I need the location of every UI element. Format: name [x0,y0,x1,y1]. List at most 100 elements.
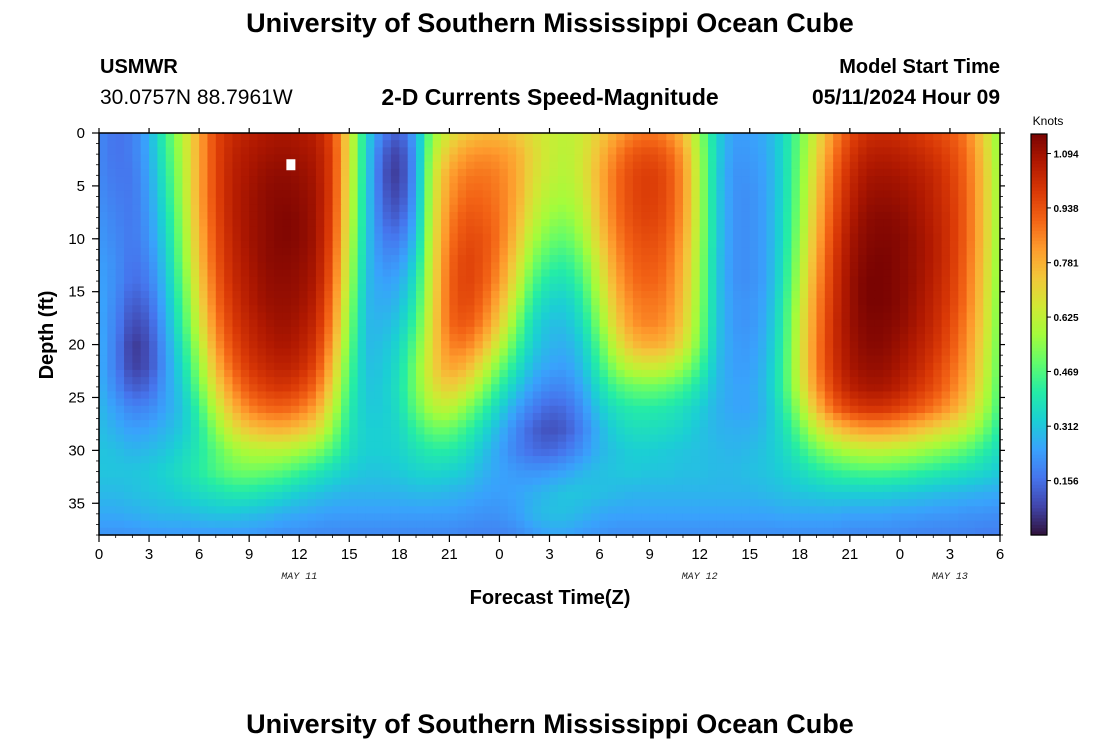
heatmap-cell [582,161,592,170]
heatmap-cell [132,168,142,177]
heatmap-cell [833,154,843,163]
heatmap-cell [799,405,809,414]
heatmap-cell [340,312,350,321]
heatmap-cell [124,190,133,199]
heatmap-cell [933,190,943,199]
heatmap-cell [182,255,192,263]
heatmap-cell [883,283,893,292]
heatmap-cell [507,240,517,249]
heatmap-cell [733,204,742,213]
heatmap-cell [449,283,459,292]
heatmap-cell [991,412,1001,421]
heatmap-cell [424,398,434,407]
heatmap-cell [691,312,701,321]
heatmap-cell [224,290,234,299]
heatmap-cell [416,326,425,335]
heatmap-cell [232,211,242,220]
heatmap-cell [624,197,634,206]
heatmap-cell [165,147,175,156]
heatmap-cell [758,405,767,414]
heatmap-cell [816,412,826,421]
heatmap-cell [632,262,642,270]
heatmap-cell [340,405,350,414]
heatmap-cell [691,412,701,421]
heatmap-cell [432,190,442,199]
heatmap-cell [282,441,292,450]
heatmap-cell [441,348,450,357]
heatmap-cell [140,255,150,263]
heatmap-cell [557,161,567,170]
heatmap-cell [115,290,125,299]
heatmap-cell [99,355,108,364]
heatmap-cell [324,255,334,263]
heatmap-cell [616,334,626,342]
heatmap-cell [833,384,843,393]
heatmap-cell [516,219,526,227]
heatmap-cell [582,391,592,400]
heatmap-cell [466,355,476,364]
heatmap-cell [741,269,751,278]
heatmap-cell [157,305,167,314]
heatmap-cell [257,247,267,256]
heatmap-cell [457,269,467,278]
heatmap-cell [874,312,884,321]
heatmap-cell [566,233,576,242]
heatmap-cell [232,276,242,285]
heatmap-cell [574,147,584,156]
heatmap-cell [365,211,375,220]
heatmap-cell [399,204,409,213]
heatmap-cell [441,190,450,199]
heatmap-cell [632,348,642,357]
heatmap-cell [324,190,334,199]
heatmap-cell [716,204,726,213]
heatmap-cell [165,133,175,141]
heatmap-cell [883,312,893,321]
heatmap-cell [816,204,826,213]
heatmap-cell [457,348,467,357]
heatmap-cell [566,211,576,220]
heatmap-cell [641,197,651,206]
heatmap-cell [607,319,617,328]
heatmap-cell [624,276,634,285]
heatmap-cell [699,355,709,364]
heatmap-cell [682,176,692,184]
heatmap-cell [724,133,734,141]
heatmap-cell [966,412,976,421]
heatmap-cell [132,319,142,328]
heatmap-cell [591,183,601,192]
heatmap-cell [491,298,501,306]
heatmap-cell [974,326,984,335]
heatmap-cell [282,305,292,314]
heatmap-cell [774,334,784,342]
heatmap-cell [741,147,751,156]
heatmap-cell [691,190,701,199]
heatmap-cell [115,183,125,192]
heatmap-cell [649,240,659,249]
heatmap-cell [424,147,434,156]
heatmap-cell [749,434,759,443]
heatmap-cell [824,197,834,206]
heatmap-cell [883,176,893,184]
heatmap-cell [591,262,601,270]
heatmap-cell [99,312,108,321]
heatmap-cell [424,240,434,249]
heatmap-cell [265,204,275,213]
heatmap-cell [349,290,359,299]
heatmap-cell [457,240,467,249]
heatmap-cell [257,140,267,148]
heatmap-cell [858,448,868,457]
heatmap-cell [507,197,517,206]
heatmap-cell [682,190,692,199]
heatmap-cell [482,204,492,213]
heatmap-cell [891,298,901,306]
heatmap-cell [132,305,142,314]
heatmap-cell [916,427,926,436]
heatmap-cell [199,255,209,263]
heatmap-cell [657,326,667,335]
heatmap-cell [657,262,667,270]
heatmap-cell [140,398,150,407]
heatmap-cell [232,369,242,378]
heatmap-cell [941,154,951,163]
heatmap-cell [716,219,726,227]
heatmap-cell [416,154,425,163]
